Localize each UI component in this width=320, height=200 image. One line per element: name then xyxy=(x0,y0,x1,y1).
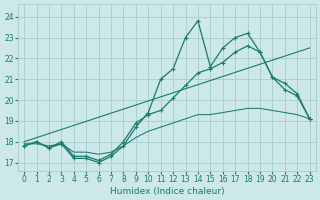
X-axis label: Humidex (Indice chaleur): Humidex (Indice chaleur) xyxy=(109,187,224,196)
